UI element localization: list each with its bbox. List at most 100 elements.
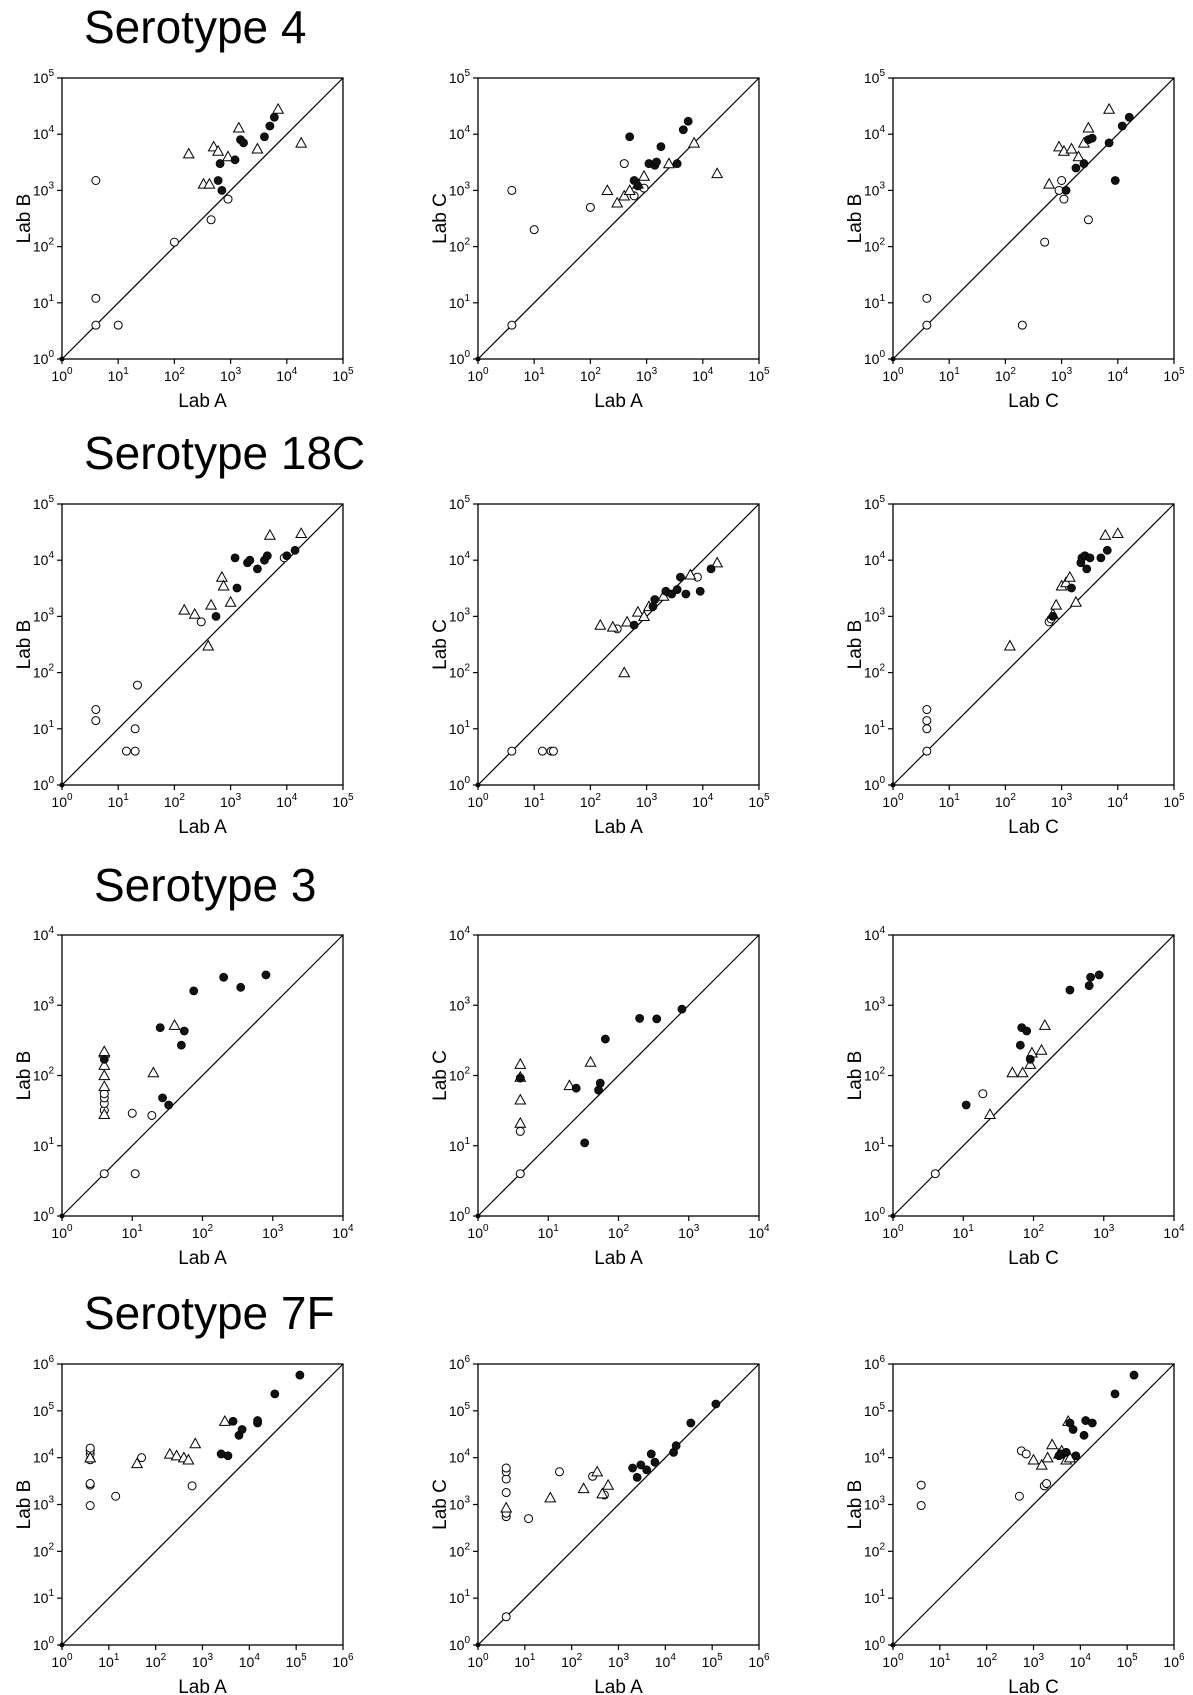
plot-frame — [61, 503, 344, 786]
x-tick-exponent: 3 — [1109, 1223, 1115, 1234]
y-tick-label: 104 — [864, 550, 886, 568]
data-point-triangle — [711, 556, 724, 568]
y-tick-label: 102 — [33, 237, 55, 255]
data-point-filled — [1110, 1389, 1120, 1399]
x-tick-label: 102 — [561, 1652, 583, 1670]
panel-10: 1001001011011021021031031041041051051061… — [14, 1354, 354, 1695]
data-point-open — [619, 159, 629, 169]
data-point-triangle — [130, 1457, 144, 1469]
y-tick-exponent: 4 — [879, 550, 885, 561]
panel-12: 1001001011011021021031031041041051051061… — [845, 1354, 1185, 1695]
data-point-open — [147, 1110, 157, 1120]
data-point-triangle — [1060, 576, 1073, 588]
data-point-filled — [678, 125, 688, 135]
identity-line — [61, 503, 344, 786]
y-tick-label: 102 — [449, 663, 471, 681]
y-tick-exponent: 3 — [464, 606, 470, 617]
x-tick-exponent: 3 — [236, 792, 242, 803]
x-tick-exponent: 0 — [67, 366, 73, 377]
y-tick-label: 100 — [864, 1635, 886, 1653]
data-point-filled — [571, 1083, 581, 1093]
data-point-triangle — [98, 1045, 111, 1057]
x-tick-exponent: 1 — [945, 1652, 951, 1663]
x-tick-label: 101 — [524, 792, 546, 810]
data-point-triangle — [1043, 177, 1056, 189]
data-point-filled — [671, 1441, 681, 1451]
y-tick-label: 105 — [449, 68, 471, 86]
y-tick-label: 106 — [864, 1354, 886, 1372]
y-tick-exponent: 2 — [464, 237, 470, 248]
x-tick-exponent: 2 — [1010, 366, 1016, 377]
y-tick-label: 102 — [33, 663, 55, 681]
y-tick-exponent: 0 — [879, 349, 885, 360]
y-tick-label: 105 — [864, 68, 886, 86]
y-tick-exponent: 1 — [879, 1588, 885, 1599]
data-point-open — [930, 1169, 940, 1179]
data-point-triangle — [1111, 527, 1124, 539]
y-tick-label: 104 — [864, 1448, 886, 1466]
data-point-triangle — [1035, 1043, 1048, 1055]
x-tick-label: 102 — [1023, 1223, 1045, 1241]
data-point-triangle — [202, 639, 215, 651]
data-point-filled — [1104, 138, 1114, 148]
data-point-filled — [1048, 612, 1058, 621]
data-point-open — [1059, 194, 1069, 204]
x-tick-exponent: 5 — [1132, 1652, 1138, 1663]
y-tick-label: 104 — [33, 124, 55, 142]
x-tick-label: 103 — [220, 792, 242, 810]
y-tick-label: 100 — [864, 349, 886, 367]
y-axis-label: Lab B — [845, 1480, 866, 1530]
x-tick-label: 100 — [51, 1652, 73, 1670]
y-tick-exponent: 0 — [48, 1635, 54, 1646]
data-point-open — [137, 1453, 147, 1463]
data-point-filled — [646, 1449, 656, 1459]
data-point-triangle — [98, 1069, 111, 1081]
x-tick-label: 105 — [332, 366, 354, 384]
data-point-filled — [164, 1100, 174, 1110]
data-point-open — [1057, 176, 1067, 186]
data-point-open — [1042, 1479, 1052, 1489]
panel-2: 100100101101102102103103104104105105Lab … — [430, 68, 770, 412]
x-tick-label: 104 — [276, 792, 298, 810]
y-tick-label: 101 — [33, 1588, 55, 1606]
y-tick-exponent: 0 — [464, 1206, 470, 1217]
data-point-filled — [1025, 1054, 1035, 1064]
x-tick-exponent: 1 — [123, 792, 129, 803]
y-tick-exponent: 6 — [48, 1354, 54, 1365]
x-tick-exponent: 6 — [348, 1652, 354, 1663]
x-tick-exponent: 2 — [992, 1652, 998, 1663]
data-point-filled — [636, 1460, 646, 1470]
y-tick-exponent: 3 — [48, 180, 54, 191]
data-point-triangle — [577, 1482, 590, 1494]
x-tick-exponent: 5 — [348, 366, 354, 377]
data-point-triangle — [631, 605, 644, 617]
y-tick-exponent: 2 — [48, 1541, 54, 1552]
y-tick-exponent: 1 — [48, 1588, 54, 1599]
y-tick-exponent: 4 — [879, 124, 885, 135]
x-tick-label: 100 — [467, 366, 489, 384]
data-point-filled — [215, 159, 225, 168]
x-tick-exponent: 2 — [179, 792, 185, 803]
x-tick-exponent: 4 — [292, 792, 298, 803]
x-tick-exponent: 1 — [123, 366, 129, 377]
y-tick-label: 100 — [864, 1206, 886, 1224]
data-point-open — [501, 1463, 511, 1473]
y-tick-label: 103 — [864, 180, 886, 198]
data-point-open — [85, 1501, 95, 1511]
data-point-filled — [261, 970, 271, 980]
y-axis-label: Lab B — [14, 194, 35, 244]
data-point-triangle — [1065, 142, 1078, 154]
data-point-filled — [282, 551, 292, 561]
data-point-triangle — [623, 184, 636, 196]
data-point-filled — [270, 1389, 280, 1399]
data-point-open — [121, 746, 131, 756]
x-tick-label: 102 — [995, 792, 1017, 810]
identity-line — [61, 934, 344, 1217]
x-tick-label: 103 — [636, 792, 658, 810]
x-tick-label: 100 — [51, 1223, 73, 1241]
data-point-triangle — [98, 1108, 111, 1119]
x-axis-label: Lab A — [594, 1248, 643, 1269]
data-point-open — [113, 320, 123, 330]
x-tick-exponent: 5 — [1179, 366, 1185, 377]
